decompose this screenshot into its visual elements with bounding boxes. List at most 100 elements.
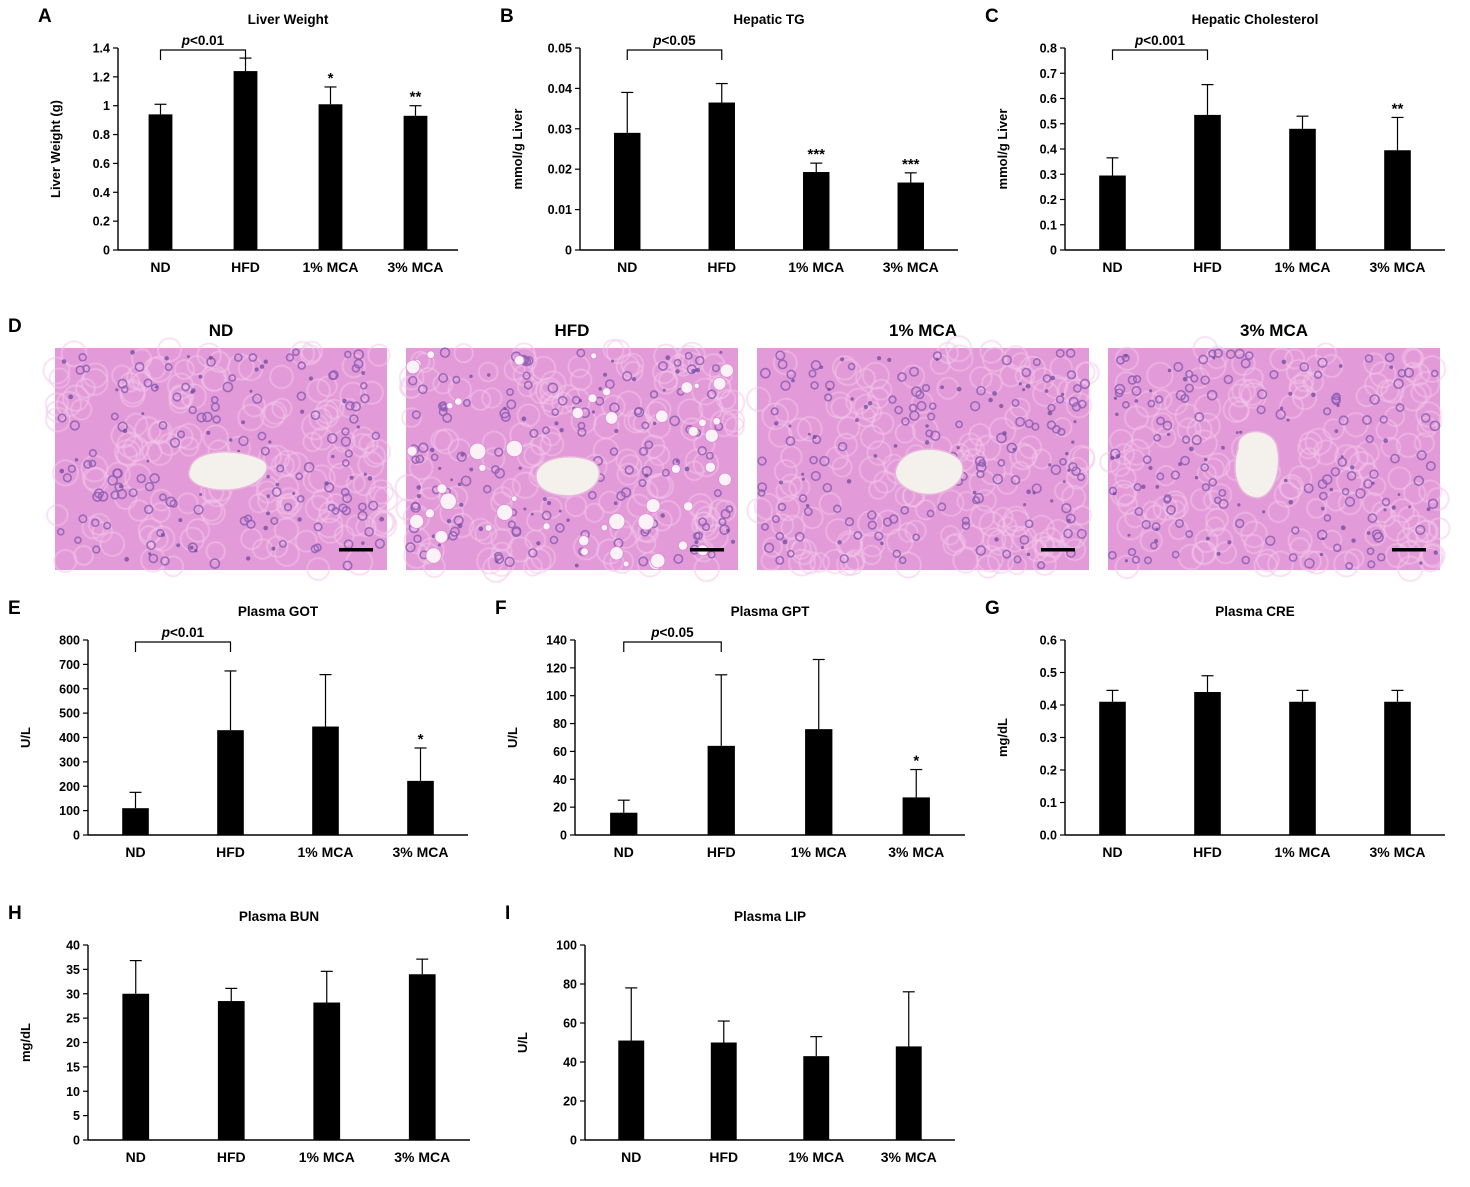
nucleus — [278, 539, 287, 548]
cell-border — [1419, 410, 1442, 433]
y-tick-label: 0.04 — [548, 82, 572, 96]
nucleus — [452, 375, 461, 384]
cell-border — [861, 544, 882, 565]
cell-border — [981, 372, 1003, 394]
nucleus — [961, 521, 971, 530]
nucleus — [110, 490, 120, 500]
nucleus — [506, 399, 517, 410]
nucleus — [1191, 434, 1202, 446]
cell-border — [363, 444, 386, 468]
cell-border — [134, 416, 162, 444]
nucleus — [673, 553, 684, 564]
nucleus-dark — [300, 409, 305, 414]
nucleus-dark — [956, 445, 960, 450]
lipid-droplet — [590, 352, 598, 360]
nucleus-dark — [1311, 392, 1316, 398]
cell-border — [570, 368, 592, 391]
cell-border — [779, 473, 803, 497]
nucleus — [338, 503, 348, 513]
lipid-droplet — [655, 409, 669, 423]
cell-border — [124, 412, 148, 437]
cell-border — [860, 425, 885, 450]
nucleus — [270, 516, 279, 525]
nucleus-dark — [1283, 478, 1288, 483]
lipid-droplet — [704, 461, 716, 473]
category-label: 3% MCA — [888, 844, 944, 860]
nucleus-dark — [660, 513, 665, 518]
nucleus-dark — [342, 398, 347, 404]
nucleus — [1364, 354, 1374, 363]
cell-border — [205, 541, 226, 562]
nucleus-dark — [191, 388, 196, 393]
cell-border — [648, 444, 670, 466]
y-tick-label: 600 — [59, 682, 80, 696]
panel-letter: F — [495, 598, 507, 619]
nucleus — [621, 370, 633, 382]
nucleus — [341, 459, 350, 467]
nucleus — [604, 379, 615, 390]
y-tick-label: 0.3 — [1040, 168, 1057, 182]
nucleus — [1381, 497, 1391, 507]
nucleus — [1420, 413, 1431, 423]
panel-letter: E — [8, 598, 21, 619]
histology-label: HFD — [555, 321, 590, 340]
category-label: 1% MCA — [299, 1149, 355, 1165]
nucleus-dark — [324, 481, 329, 486]
bar — [1289, 701, 1316, 835]
lipid-droplet — [712, 376, 727, 391]
nucleus — [1185, 369, 1194, 379]
chart-C: C Hepatic Cholesterol mmol/g Liver 0 0.1 0.2 0… — [985, 6, 1445, 275]
y-tick-label: 0 — [570, 1134, 577, 1148]
cell-border — [1364, 524, 1386, 546]
central-vein — [894, 448, 964, 496]
nucleus-dark — [887, 357, 892, 362]
nucleus — [67, 464, 77, 474]
p-value-label: p<0.05 — [650, 625, 694, 640]
central-vein — [1234, 430, 1280, 499]
nucleus — [541, 426, 550, 435]
nucleus — [260, 446, 270, 456]
nucleus-dark — [940, 385, 944, 390]
chart-B: B Hepatic TG mmol/g Liver 0 0.01 0.02 0.03 0.04… — [500, 6, 958, 275]
nucleus — [1031, 422, 1040, 431]
nucleus-dark — [229, 438, 233, 442]
nucleus-dark — [566, 518, 570, 522]
nucleus — [146, 540, 156, 551]
y-axis-label: U/L — [18, 727, 33, 748]
nucleus — [1142, 455, 1152, 465]
cell-border — [1414, 432, 1435, 454]
lipid-droplet — [622, 560, 630, 568]
cell-border — [1139, 529, 1163, 552]
nucleus — [844, 517, 855, 527]
cell-border — [1032, 552, 1057, 576]
nucleus — [757, 489, 766, 497]
nucleus — [997, 459, 1006, 467]
nucleus-dark — [893, 444, 898, 448]
cell-border — [761, 402, 789, 430]
lipid-droplet — [406, 445, 418, 457]
cell-border — [1287, 528, 1313, 554]
nucleus-dark — [877, 356, 882, 361]
nucleus — [296, 391, 307, 401]
lipid-droplet — [637, 513, 655, 531]
nucleus-dark — [349, 475, 354, 480]
nucleus-dark — [486, 373, 491, 377]
nucleus-dark — [1047, 410, 1053, 416]
nucleus — [62, 473, 72, 483]
cell-border — [1109, 455, 1131, 477]
nucleus — [1367, 560, 1376, 569]
nucleus — [506, 388, 514, 396]
cell-border — [271, 453, 295, 478]
cell-border — [478, 361, 499, 382]
category-label: 1% MCA — [302, 259, 358, 275]
nucleus — [961, 516, 970, 525]
cell-border — [716, 389, 737, 410]
cell-border — [360, 381, 384, 405]
y-tick-label: 0.7 — [1040, 67, 1057, 81]
nucleus — [620, 487, 632, 498]
cell-border — [1151, 389, 1173, 411]
nucleus — [974, 456, 986, 467]
nucleus-dark — [988, 397, 993, 403]
nucleus — [1024, 519, 1034, 529]
nucleus-dark — [263, 359, 268, 364]
